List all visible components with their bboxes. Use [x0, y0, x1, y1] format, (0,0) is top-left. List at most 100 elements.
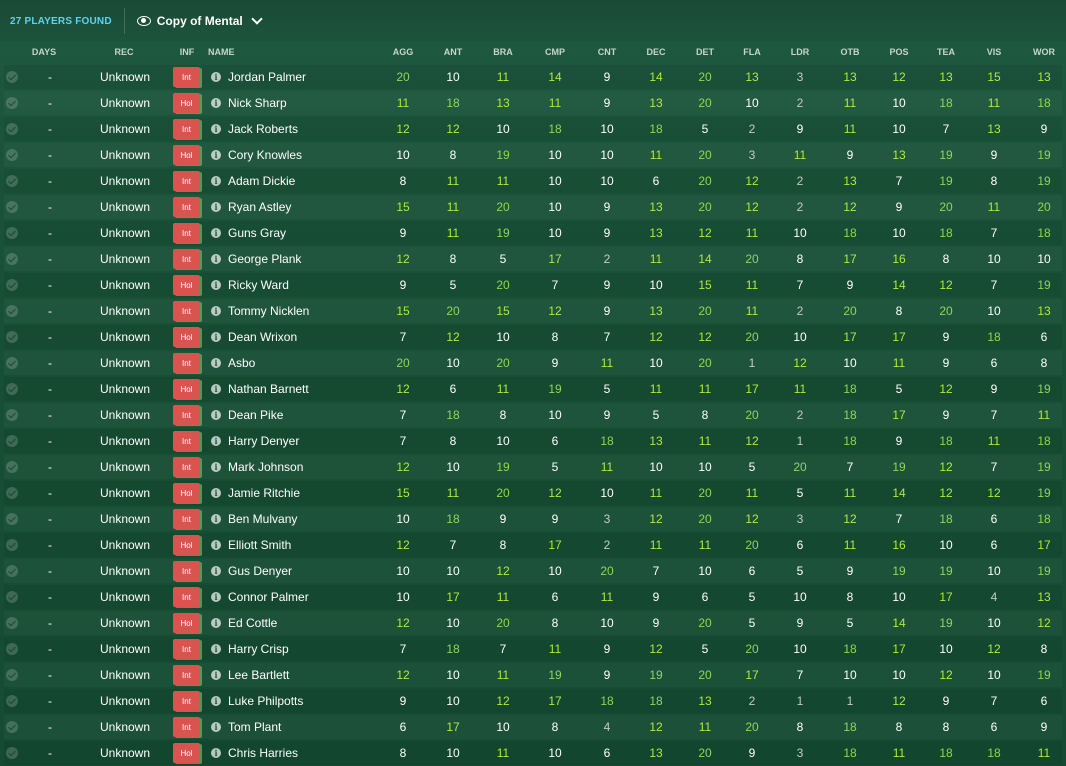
table-row[interactable]: - Unknown Int i Ryan Astley 15 11 20 10 9 13 2…	[0, 194, 1066, 220]
player-name[interactable]: Harry Crisp	[228, 642, 289, 656]
column-header-cmp[interactable]: CMP	[545, 47, 565, 57]
column-header-vis[interactable]: VIS	[986, 47, 1002, 57]
info-icon[interactable]: i	[211, 696, 221, 706]
influence-badge[interactable]: Int	[173, 249, 200, 269]
player-name[interactable]: Dean Wrixon	[228, 330, 298, 344]
player-name[interactable]: Harry Denyer	[228, 434, 300, 448]
table-row[interactable]: - Unknown Hol i Nathan Barnett 12 6 11 19 5 1…	[0, 376, 1066, 402]
info-icon[interactable]: i	[211, 592, 221, 602]
column-header-rec[interactable]: REC	[114, 47, 134, 57]
info-icon[interactable]: i	[211, 566, 221, 576]
info-icon[interactable]: i	[211, 722, 221, 732]
check-icon[interactable]	[6, 97, 18, 109]
table-row[interactable]: - Unknown Hol i Ricky Ward 9 5 20 7 9 10 15 11 7…	[0, 272, 1066, 298]
table-row[interactable]: - Unknown Hol i Ed Cottle 12 10 20 8 10 9 20 5 9…	[0, 610, 1066, 636]
table-row[interactable]: - Unknown Hol i Jamie Ritchie 15 11 20 12 10…	[0, 480, 1066, 506]
column-header-wor[interactable]: WOR	[1033, 47, 1055, 57]
info-icon[interactable]: i	[211, 540, 221, 550]
check-icon[interactable]	[6, 71, 18, 83]
player-name[interactable]: Jordan Palmer	[228, 70, 307, 84]
player-name[interactable]: Adam Dickie	[228, 174, 296, 188]
influence-badge[interactable]: Int	[173, 587, 200, 607]
player-name[interactable]: Nathan Barnett	[228, 382, 309, 396]
column-header-inf[interactable]: INF	[179, 47, 195, 57]
player-name[interactable]: Asbo	[228, 356, 256, 370]
player-name[interactable]: Connor Palmer	[228, 590, 309, 604]
influence-badge[interactable]: Int	[173, 457, 200, 477]
check-icon[interactable]	[6, 201, 18, 213]
table-row[interactable]: - Unknown Int i Tommy Nicklen 15 20 15 12 9 1…	[0, 298, 1066, 324]
check-icon[interactable]	[6, 643, 18, 655]
check-icon[interactable]	[6, 227, 18, 239]
influence-badge[interactable]: Int	[173, 639, 200, 659]
player-name[interactable]: Nick Sharp	[228, 96, 287, 110]
check-icon[interactable]	[6, 149, 18, 161]
influence-badge[interactable]: Int	[173, 301, 200, 321]
player-name[interactable]: Mark Johnson	[228, 460, 304, 474]
check-icon[interactable]	[6, 721, 18, 733]
influence-badge[interactable]: Int	[173, 353, 200, 373]
check-icon[interactable]	[6, 383, 18, 395]
check-icon[interactable]	[6, 669, 18, 681]
player-name[interactable]: Tommy Nicklen	[228, 304, 310, 318]
info-icon[interactable]: i	[211, 358, 221, 368]
influence-badge[interactable]: Int	[173, 197, 200, 217]
table-row[interactable]: - Unknown Hol i Nick Sharp 11 18 13 11 9 13 20…	[0, 90, 1066, 116]
check-icon[interactable]	[6, 487, 18, 499]
info-icon[interactable]: i	[211, 72, 221, 82]
player-name[interactable]: Ryan Astley	[228, 200, 292, 214]
table-row[interactable]: - Unknown Hol i Dean Wrixon 7 12 10 8 7 12 12 2…	[0, 324, 1066, 350]
table-row[interactable]: - Unknown Int i George Plank 12 8 5 17 2 11 14…	[0, 246, 1066, 272]
column-header-fla[interactable]: FLA	[743, 47, 761, 57]
column-header-tea[interactable]: TEA	[937, 47, 955, 57]
table-row[interactable]: - Unknown Int i Mark Johnson 12 10 19 5 11 10…	[0, 454, 1066, 480]
table-row[interactable]: - Unknown Int i Harry Crisp 7 18 7 11 9 12 5 20…	[0, 636, 1066, 662]
info-icon[interactable]: i	[211, 254, 221, 264]
influence-badge[interactable]: Int	[173, 561, 200, 581]
info-icon[interactable]: i	[211, 306, 221, 316]
info-icon[interactable]: i	[211, 670, 221, 680]
player-name[interactable]: Tom Plant	[228, 720, 282, 734]
column-header-days[interactable]: DAYS	[31, 47, 57, 57]
info-icon[interactable]: i	[211, 150, 221, 160]
influence-badge[interactable]: Int	[173, 67, 200, 87]
check-icon[interactable]	[6, 175, 18, 187]
info-icon[interactable]: i	[211, 462, 221, 472]
player-name[interactable]: Gus Denyer	[228, 564, 293, 578]
table-row[interactable]: - Unknown Int i Ben Mulvany 10 18 9 9 3 12 20 1…	[0, 506, 1066, 532]
table-row[interactable]: - Unknown Int i Jack Roberts 12 12 10 18 10 1…	[0, 116, 1066, 142]
column-header-ant[interactable]: ANT	[443, 47, 463, 57]
player-name[interactable]: Ben Mulvany	[228, 512, 298, 526]
check-icon[interactable]	[6, 747, 18, 759]
player-name[interactable]: Cory Knowles	[228, 148, 303, 162]
influence-badge[interactable]: Hol	[173, 93, 200, 113]
influence-badge[interactable]: Int	[173, 171, 200, 191]
player-name[interactable]: Guns Gray	[228, 226, 287, 240]
info-icon[interactable]: i	[211, 228, 221, 238]
player-name[interactable]: Luke Philpotts	[228, 694, 304, 708]
influence-badge[interactable]: Hol	[173, 379, 200, 399]
view-selector[interactable]: Copy of Mental	[136, 13, 263, 28]
table-row[interactable]: - Unknown Int i Lee Bartlett 12 10 11 19 9 19…	[0, 662, 1066, 688]
influence-badge[interactable]: Hol	[173, 275, 200, 295]
check-icon[interactable]	[6, 357, 18, 369]
influence-badge[interactable]: Int	[173, 405, 200, 425]
influence-badge[interactable]: Hol	[173, 613, 200, 633]
info-icon[interactable]: i	[211, 748, 221, 758]
info-icon[interactable]: i	[211, 384, 221, 394]
check-icon[interactable]	[6, 123, 18, 135]
influence-badge[interactable]: Int	[173, 665, 200, 685]
info-icon[interactable]: i	[211, 332, 221, 342]
column-header-det[interactable]: DET	[696, 47, 714, 57]
table-row[interactable]: - Unknown Int i Luke Philpotts 9 10 12 17 18…	[0, 688, 1066, 714]
check-icon[interactable]	[6, 695, 18, 707]
column-header-ldr[interactable]: LDR	[790, 47, 810, 57]
column-header-pos[interactable]: POS	[889, 47, 909, 57]
check-icon[interactable]	[6, 513, 18, 525]
check-icon[interactable]	[6, 331, 18, 343]
check-icon[interactable]	[6, 539, 18, 551]
player-name[interactable]: Ricky Ward	[228, 278, 289, 292]
info-icon[interactable]: i	[211, 410, 221, 420]
info-icon[interactable]: i	[211, 436, 221, 446]
column-header-agg[interactable]: AGG	[392, 47, 414, 57]
